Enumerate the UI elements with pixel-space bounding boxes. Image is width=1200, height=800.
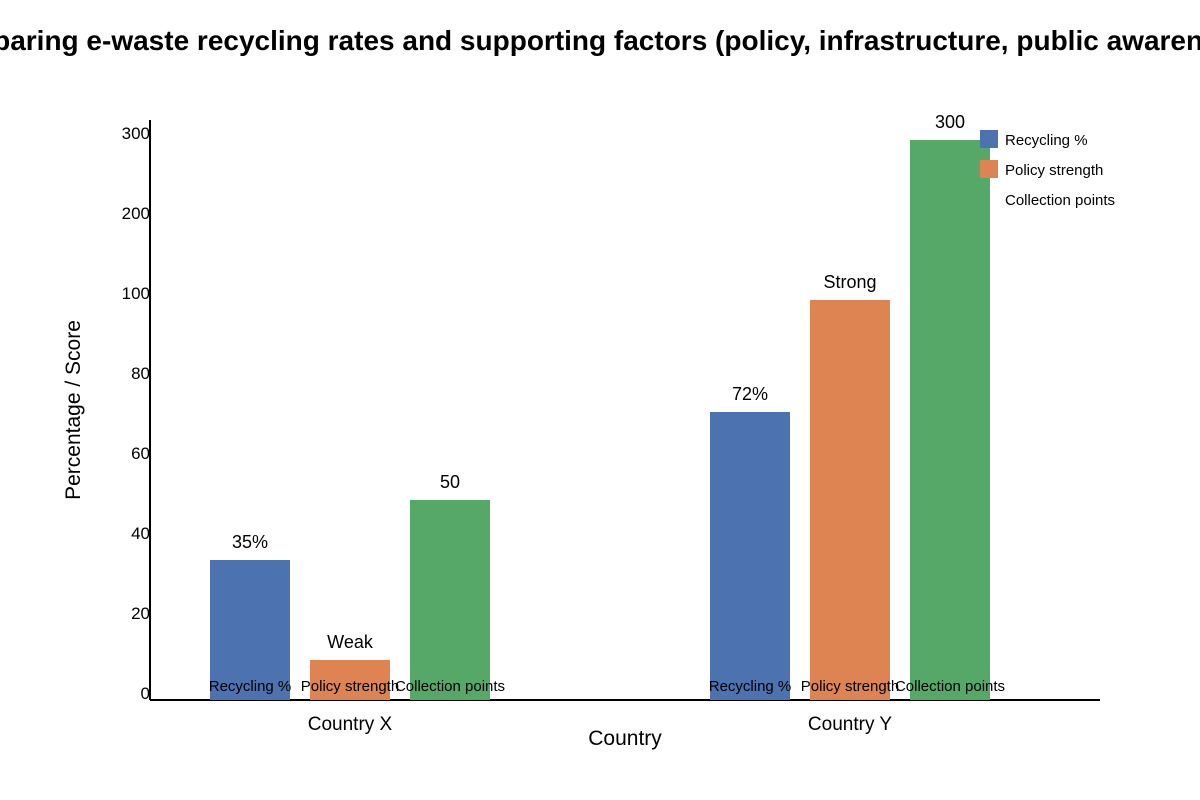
chart-title: Comparing e-waste recycling rates and su… (0, 25, 1200, 56)
bar-series-label: Collection points (395, 678, 505, 695)
bar (810, 300, 890, 700)
bar-series-label: Policy strength (801, 678, 899, 695)
bar (210, 560, 290, 700)
y-tick-label: 0 (141, 684, 150, 703)
bar-value-label: Strong (823, 272, 876, 292)
bar-value-label: 35% (232, 532, 268, 552)
x-tick-label: Country X (308, 714, 393, 735)
bars: 35% Recycling % Weak Policy strength 50 Colle… (209, 112, 1005, 700)
y-tick-label: 20 (131, 604, 150, 623)
y-tick-label: 80 (131, 364, 150, 383)
y-tick-label: 40 (131, 524, 150, 543)
legend-label: Collection points (1005, 192, 1115, 209)
legend-swatch (980, 130, 998, 148)
y-axis: 0 20 40 60 80 100 200 300 (122, 120, 151, 703)
bar-value-label: Weak (327, 632, 374, 652)
y-axis-label: Percentage / Score (62, 320, 85, 500)
bar-series-label: Recycling % (709, 678, 792, 695)
legend: Recycling % Policy strength Collection poi… (980, 130, 1115, 209)
y-tick-label: 100 (122, 284, 150, 303)
y-tick-label: 300 (122, 124, 150, 143)
bar (410, 500, 490, 700)
bar (710, 412, 790, 700)
bar-value-label: 300 (935, 112, 965, 132)
bar-series-label: Collection points (895, 678, 1005, 695)
bar-series-label: Policy strength (301, 678, 399, 695)
legend-label: Policy strength (1005, 162, 1103, 179)
bar-value-label: 72% (732, 384, 768, 404)
bar (910, 140, 990, 700)
x-tick-label: Country Y (808, 714, 892, 735)
legend-label: Recycling % (1005, 132, 1088, 149)
bar-value-label: 50 (440, 472, 460, 492)
legend-swatch (980, 160, 998, 178)
bar-series-label: Recycling % (209, 678, 292, 695)
y-tick-label: 200 (122, 204, 150, 223)
y-tick-label: 60 (131, 444, 150, 463)
bar (310, 660, 390, 700)
x-axis-label: Country (588, 727, 662, 750)
